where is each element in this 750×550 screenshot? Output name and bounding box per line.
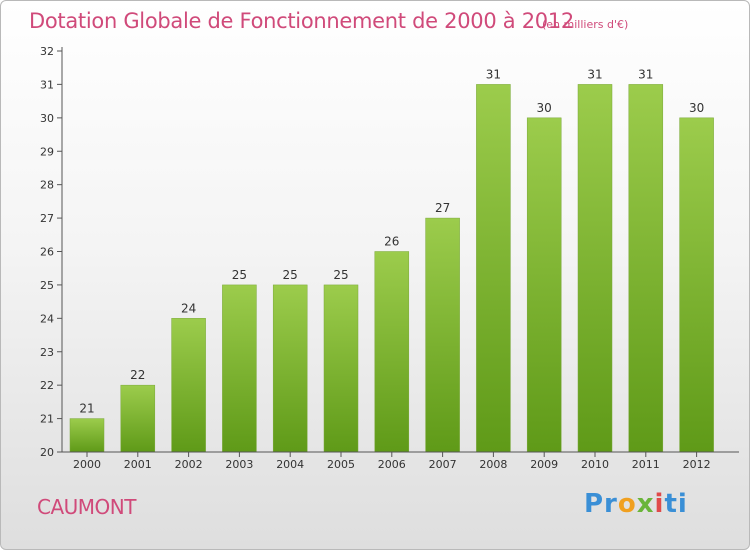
bar-2012 [679,117,714,453]
value-label-2009: 30 [537,101,552,115]
y-tick-label: 26 [40,246,54,259]
bar-2009 [526,117,562,453]
axes-group: 20 21 22 23 24 25 26 27 28 29 30 31 32 2000 2001 2002 20… [40,45,739,471]
logo-part-3: x [636,489,655,519]
value-label-2010: 31 [587,67,602,81]
logo-part-4: i [654,489,665,519]
x-tick-label-2008: 2008 [479,458,507,471]
x-tick-label-2009: 2009 [530,458,558,471]
bar-2008 [476,84,511,453]
bar-2002 [171,318,206,453]
logo-part-5: ti [664,489,688,519]
value-label-2008: 31 [486,67,501,81]
value-label-2012: 30 [689,101,704,115]
y-tick-label: 27 [40,212,54,225]
x-tick-label-2007: 2007 [429,458,457,471]
logo-part-1: Pr [584,489,618,519]
x-tick-label-2004: 2004 [276,458,304,471]
x-tick-label-2012: 2012 [683,458,711,471]
x-tick-label-2000: 2000 [73,458,101,471]
y-tick-label: 31 [40,78,54,91]
commune-name: CAUMONT [37,495,136,519]
value-label-2011: 31 [638,67,653,81]
bar-2000 [69,418,105,453]
y-tick-label: 32 [40,45,54,58]
x-tick-label-2010: 2010 [581,458,609,471]
y-tick-label: 29 [40,145,54,158]
y-tick-label: 20 [40,446,54,459]
y-tick-label: 21 [40,413,54,426]
logo-part-2: o [617,489,637,519]
bar-2001 [120,384,156,453]
x-tick-label-2002: 2002 [175,458,203,471]
value-label-2002: 24 [181,301,196,315]
x-tick-label-2001: 2001 [124,458,152,471]
bar-2010 [577,84,613,453]
y-tick-label: 22 [40,379,54,392]
value-label-2000: 21 [79,402,94,416]
value-label-2001: 22 [130,368,145,382]
y-tick-label: 28 [40,179,54,192]
x-tick-label-2006: 2006 [378,458,406,471]
value-label-2006: 26 [384,235,399,249]
bar-2004 [272,284,308,453]
x-tick-label-2003: 2003 [225,458,253,471]
bars-group: 21 22 24 25 25 25 26 27 31 30 31 31 30 [69,67,714,453]
y-tick-label: 23 [40,346,54,359]
chart-title: Dotation Globale de Fonctionnement de 20… [29,9,574,33]
y-tick-label: 24 [40,312,54,325]
x-tick-label-2011: 2011 [632,458,660,471]
x-tick-label-2005: 2005 [327,458,355,471]
y-tick-label: 30 [40,112,54,125]
value-label-2007: 27 [435,201,450,215]
y-tick-label: 25 [40,279,54,292]
bar-2005 [323,284,359,453]
value-label-2003: 25 [232,268,247,282]
bar-2006 [374,251,410,453]
chart-subtitle: (en milliers d'€) [542,18,629,31]
value-label-2005: 25 [333,268,348,282]
bar-2003 [222,284,257,453]
proxiti-logo: Proxiti [584,489,688,519]
value-label-2004: 25 [283,268,298,282]
bar-2007 [425,217,460,453]
bar-2011 [628,84,664,453]
